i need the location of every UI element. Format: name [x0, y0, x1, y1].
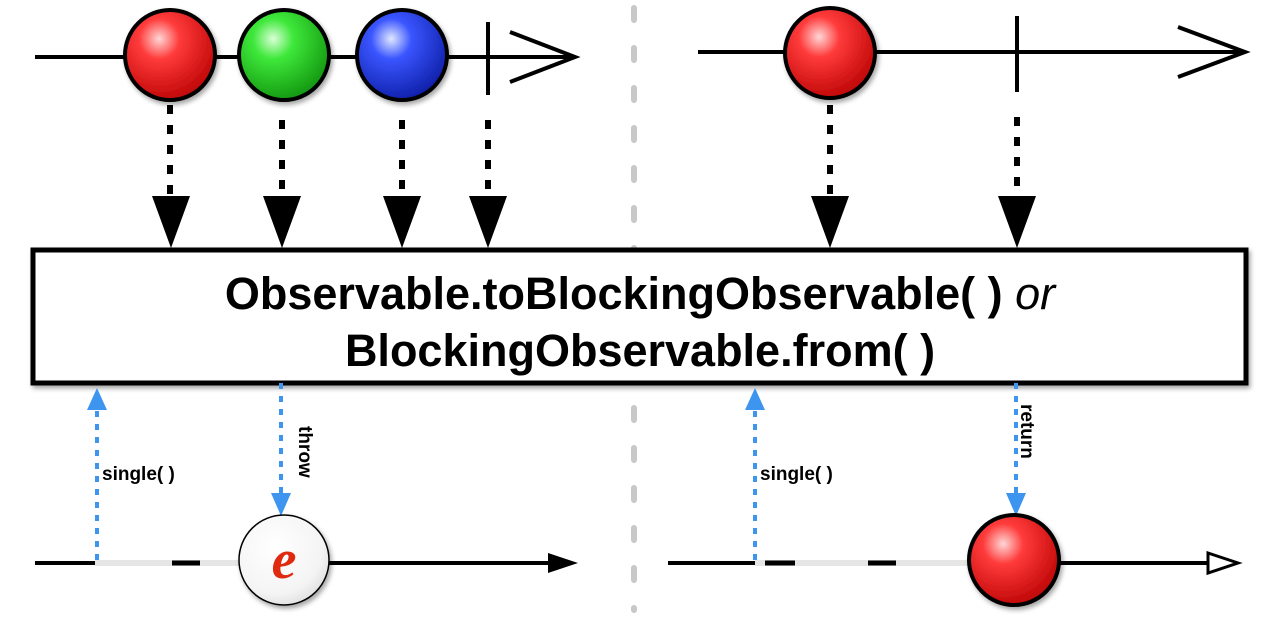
- error-icon: e: [272, 529, 297, 591]
- left-throw-label: throw: [294, 426, 315, 478]
- operator-line-1: Observable.toBlockingObservable( ) or: [225, 268, 1057, 319]
- left-arrowhead-3: [383, 196, 421, 248]
- right-emission-arrows: [830, 105, 1017, 198]
- operator-line-2: BlockingObservable.from( ): [345, 325, 935, 376]
- right-single-label: single( ): [760, 464, 833, 485]
- left-arrowhead-1: [152, 196, 190, 248]
- right-marble-red: [785, 8, 875, 98]
- left-marble-red: [125, 10, 215, 100]
- right-arrowhead-2: [998, 196, 1036, 248]
- left-single-label: single( ): [102, 464, 175, 485]
- left-emission-arrows: [170, 105, 488, 198]
- left-throw-arrow: [271, 383, 291, 516]
- right-return-label: return: [1016, 404, 1037, 459]
- right-source-timeline: [698, 16, 1245, 92]
- left-marble-green: [239, 10, 329, 100]
- operator-method-1: Observable.toBlockingObservable( ): [225, 268, 1003, 319]
- left-arrowhead-4: [469, 196, 507, 248]
- operator-connector: or: [1015, 268, 1057, 319]
- right-result-marble-red: [969, 515, 1059, 605]
- left-arrowhead-2: [263, 196, 301, 248]
- right-arrowhead-1: [811, 196, 849, 248]
- left-marble-blue: [357, 10, 447, 100]
- left-error-marble: e: [239, 515, 329, 605]
